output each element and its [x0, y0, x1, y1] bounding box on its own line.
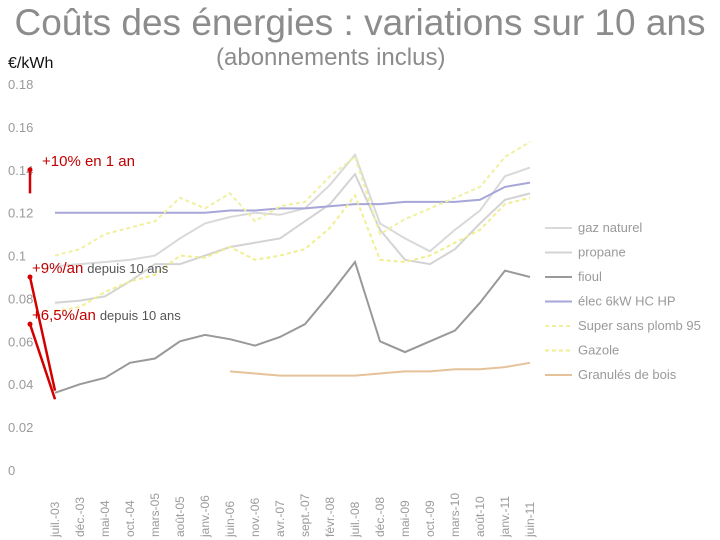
y-tick-label: 0.04	[8, 377, 33, 392]
x-tick-label: août-10	[473, 496, 487, 537]
legend-label: élec 6kW HC HP	[578, 294, 676, 309]
x-tick-label: juin-06	[223, 501, 237, 538]
series-line-5	[54, 193, 531, 313]
y-tick-label: 0.12	[8, 206, 33, 221]
y-tick-label: 0.1	[8, 249, 26, 264]
trendline-endpoint	[27, 321, 33, 327]
series-line-1	[54, 172, 531, 304]
x-tick-label: oct.-09	[423, 500, 437, 537]
x-tick-label: mai-09	[398, 500, 412, 537]
x-tick-label: juil.-08	[348, 501, 362, 538]
y-axis-unit: €/kWh	[8, 55, 54, 72]
legend-label: Granulés de bois	[578, 367, 677, 382]
trendline-label: +9%/an depuis 10 ans	[32, 260, 169, 277]
y-tick-label: 0.06	[8, 334, 33, 349]
x-tick-label: déc.-03	[73, 497, 87, 537]
series-line-6	[229, 361, 531, 377]
x-tick-label: nov.-06	[248, 498, 262, 537]
trendline-1	[28, 276, 57, 391]
y-tick-label: 0.02	[8, 420, 33, 435]
x-tick-label: oct.-04	[123, 500, 137, 537]
series-line-0	[54, 152, 531, 268]
y-tick-label: 0.18	[8, 77, 33, 92]
x-tick-label: mars-05	[148, 493, 162, 537]
trendline-2	[28, 323, 57, 400]
trendline-endpoint	[27, 274, 33, 280]
x-tick-label: janv.-11	[498, 496, 512, 538]
legend-label: Super sans plomb 95	[578, 318, 701, 333]
x-tick-label: juin-11	[523, 502, 537, 538]
x-tick-label: août-05	[173, 496, 187, 537]
x-tick-label: mars-10	[448, 493, 462, 537]
x-tick-label: sept.-07	[298, 493, 312, 537]
series-line-3	[55, 181, 531, 214]
x-tick-label: mai-04	[98, 500, 112, 537]
x-tick-label: juil.-03	[48, 501, 62, 538]
series-line-4	[54, 141, 531, 257]
legend-label: propane	[578, 245, 626, 260]
legend-label: gaz naturel	[578, 220, 642, 235]
x-tick-label: avr.-07	[273, 500, 287, 537]
x-tick-label: févr.-08	[323, 497, 337, 537]
trendline-label: +6,5%/an depuis 10 ans	[32, 307, 181, 324]
legend-label: Gazole	[578, 343, 619, 358]
y-tick-label: 0.14	[8, 163, 33, 178]
trendline-label: +10% en 1 an	[42, 153, 135, 170]
chart-title: Coûts des énergies : variations sur 10 a…	[14, 2, 706, 43]
y-tick-label: 0.16	[8, 120, 33, 135]
trendline-endpoint	[27, 167, 33, 173]
x-tick-label: janv.-06	[198, 495, 212, 538]
chart-subtitle: (abonnements inclus)	[216, 44, 446, 71]
y-tick-label: 0.08	[8, 291, 33, 306]
series-line-2	[54, 259, 531, 394]
y-tick-label: 0	[8, 463, 15, 478]
x-tick-label: déc.-08	[373, 497, 387, 537]
legend-label: fioul	[578, 269, 602, 284]
